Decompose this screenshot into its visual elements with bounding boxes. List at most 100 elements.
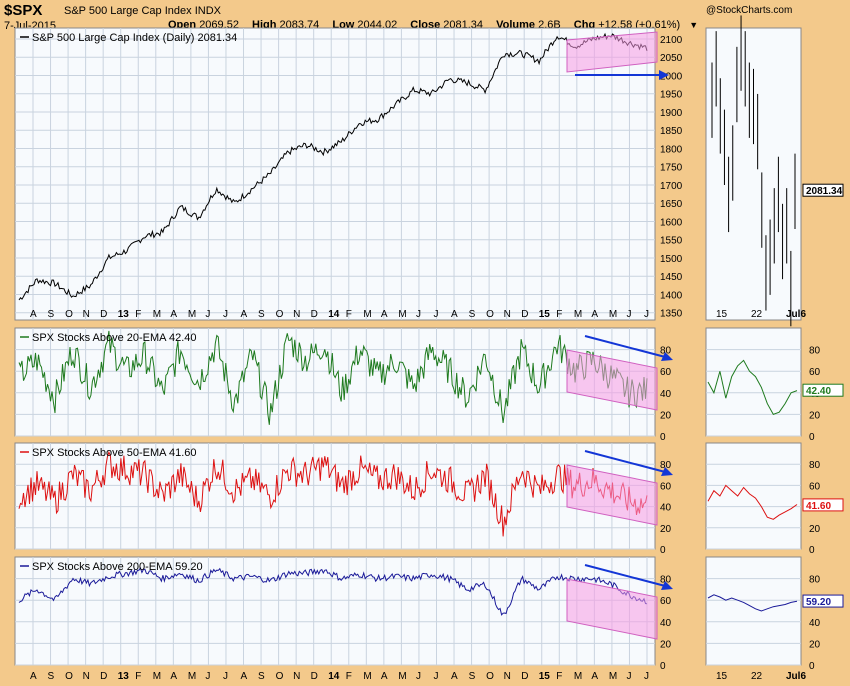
x-month-label: D xyxy=(311,671,318,682)
x-month-label: M xyxy=(188,309,196,320)
trend-channel xyxy=(566,464,658,526)
y-tick-label: 40 xyxy=(660,389,672,400)
y-tick-label: 0 xyxy=(660,432,666,443)
zoom-x-tick-label: 15 xyxy=(716,671,728,682)
x-month-label: A xyxy=(30,671,37,682)
x-month-label: S xyxy=(469,309,476,320)
x-month-label: J xyxy=(205,671,210,682)
x-month-label: D xyxy=(521,309,528,320)
x-month-label: A xyxy=(451,671,458,682)
x-month-label: A xyxy=(381,309,388,320)
y-tick-label: 20 xyxy=(660,639,672,650)
x-month-label: F xyxy=(135,309,141,320)
x-month-label: A xyxy=(591,309,598,320)
zoom-y-tick-label: 20 xyxy=(809,524,821,535)
y-tick-label: 60 xyxy=(660,367,672,378)
x-month-label: O xyxy=(486,309,494,320)
y-tick-label: 60 xyxy=(660,596,672,607)
x-month-label: F xyxy=(556,671,562,682)
y-tick-label: 0 xyxy=(660,661,666,672)
zoom-x-tick-label: 22 xyxy=(751,671,763,682)
x-month-label: D xyxy=(100,309,107,320)
x-month-label: J xyxy=(416,309,421,320)
x-month-label: 13 xyxy=(118,309,130,320)
x-month-label: A xyxy=(30,309,37,320)
series-line-1 xyxy=(18,330,648,425)
brand: @StockCharts.com xyxy=(706,5,793,16)
zoom-series-line xyxy=(707,594,798,612)
last-value-tag: 41.60 xyxy=(806,501,831,512)
x-month-label: F xyxy=(346,309,352,320)
x-month-label: S xyxy=(48,671,55,682)
zoom-y-tick-label: 80 xyxy=(809,460,821,471)
x-month-label: M xyxy=(153,671,161,682)
x-month-label: N xyxy=(504,309,511,320)
y-tick-label: 1500 xyxy=(660,254,683,265)
zoom-y-tick-label: 0 xyxy=(809,432,815,443)
y-tick-label: 1950 xyxy=(660,90,683,101)
arrowhead-icon xyxy=(661,352,673,361)
x-month-label: S xyxy=(48,309,55,320)
panel-title: SPX Stocks Above 50-EMA 41.60 xyxy=(32,447,196,459)
zoom-y-tick-label: 60 xyxy=(809,481,821,492)
zoom-x-tick-label: Jul6 xyxy=(786,671,806,682)
x-month-label: O xyxy=(486,671,494,682)
zoom-y-tick-label: 40 xyxy=(809,618,821,629)
x-month-label: O xyxy=(65,309,73,320)
x-month-label: M xyxy=(398,671,406,682)
x-month-label: J xyxy=(644,309,649,320)
panel-2 xyxy=(14,442,656,550)
y-tick-label: 60 xyxy=(660,481,672,492)
zoom-x-tick-label: Jul6 xyxy=(786,309,806,320)
y-tick-label: 1900 xyxy=(660,108,683,119)
arrowhead-icon xyxy=(661,467,673,476)
last-value-box xyxy=(802,383,844,397)
last-value-box xyxy=(802,498,844,512)
zoom-y-tick-label: 0 xyxy=(809,545,815,556)
symbol-name: S&P 500 Large Cap Index INDX xyxy=(64,5,221,17)
x-month-label: M xyxy=(363,671,371,682)
x-month-label: M xyxy=(609,671,617,682)
y-tick-label: 2000 xyxy=(660,71,683,82)
zoom-y-tick-label: 0 xyxy=(809,661,815,672)
trend-arrow xyxy=(584,335,670,359)
trend-channel xyxy=(566,349,658,411)
last-value-tag: 59.20 xyxy=(806,597,831,608)
last-value-tag: 2081.34 xyxy=(806,186,843,197)
x-month-label: A xyxy=(591,671,598,682)
y-tick-label: 80 xyxy=(660,346,672,357)
arrowhead-icon xyxy=(661,581,673,590)
x-month-label: A xyxy=(241,309,248,320)
zoom-y-tick-label: 60 xyxy=(809,367,821,378)
trend-arrow xyxy=(584,450,670,474)
x-month-label: A xyxy=(241,671,248,682)
x-month-label: F xyxy=(556,309,562,320)
x-month-label: N xyxy=(83,309,90,320)
x-month-label: J xyxy=(223,671,228,682)
x-month-label: J xyxy=(433,671,438,682)
trend-channel xyxy=(566,31,658,73)
y-tick-label: 1550 xyxy=(660,236,683,247)
x-month-label: M xyxy=(609,309,617,320)
zoom-y-tick-label: 20 xyxy=(809,639,821,650)
panel-title: SPX Stocks Above 200-EMA 59.20 xyxy=(32,561,203,573)
x-month-label: J xyxy=(626,671,631,682)
x-month-label: A xyxy=(381,671,388,682)
y-tick-label: 1450 xyxy=(660,272,683,283)
x-month-label: A xyxy=(451,309,458,320)
x-month-label: D xyxy=(311,309,318,320)
zoom-series-line xyxy=(707,484,798,520)
y-tick-label: 1850 xyxy=(660,126,683,137)
x-month-label: S xyxy=(469,671,476,682)
x-month-label: N xyxy=(83,671,90,682)
x-month-label: M xyxy=(574,309,582,320)
x-month-label: M xyxy=(188,671,196,682)
series-line-2 xyxy=(18,450,648,537)
x-month-label: F xyxy=(135,671,141,682)
x-month-label: D xyxy=(100,671,107,682)
x-month-label: A xyxy=(170,671,177,682)
panel-title: S&P 500 Large Cap Index (Daily) 2081.34 xyxy=(32,32,237,44)
dropdown-triangle-icon[interactable]: ▼ xyxy=(689,20,699,30)
trend-arrow xyxy=(584,564,670,588)
